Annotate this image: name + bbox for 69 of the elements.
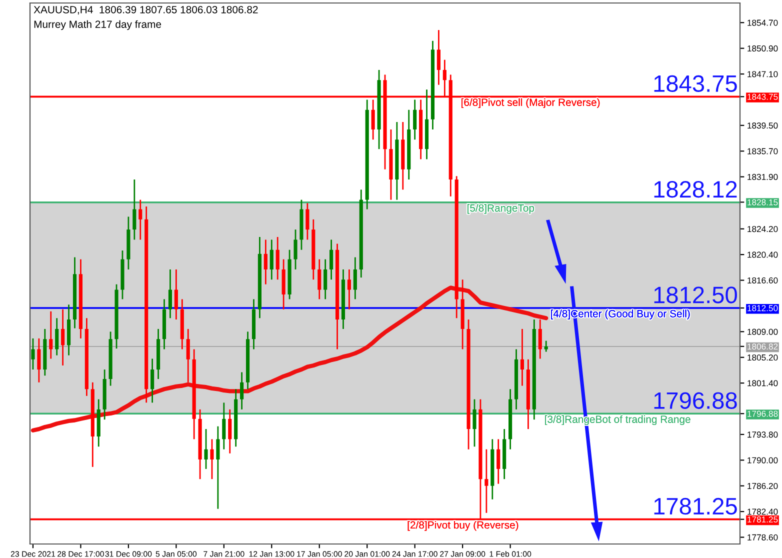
- chart-title: XAUUSD,H4 1806.39 1807.65 1806.03 1806.82: [34, 6, 258, 15]
- candlestick: [174, 268, 178, 320]
- candlestick: [186, 328, 190, 384]
- candlestick: [222, 402, 226, 450]
- candlestick: [520, 328, 524, 386]
- candlestick: [538, 318, 542, 360]
- candlestick: [353, 256, 357, 300]
- candlestick: [318, 258, 322, 300]
- y-tick-label: 1801.40: [748, 380, 778, 386]
- y-tick-label: 1786.20: [748, 482, 778, 490]
- candlestick: [436, 29, 440, 86]
- y-tick-label: 1812.50: [748, 305, 778, 312]
- y-tick-label: 1793.80: [748, 432, 778, 438]
- annotation: 1796.88: [654, 392, 737, 409]
- candlestick: [371, 99, 375, 140]
- candlestick: [484, 448, 488, 514]
- ref-line-label: [2/8]Pivot buy (Reverse): [408, 521, 518, 531]
- annotation: 1843.75: [654, 75, 737, 92]
- candlestick: [276, 236, 280, 280]
- candlestick: [55, 317, 59, 356]
- y-tick-label: 1835.70: [748, 148, 778, 154]
- candlestick: [168, 268, 172, 319]
- candlestick: [544, 340, 548, 352]
- y-tick-label: 1796.88: [748, 410, 778, 417]
- text: Murrey Math 217 day frame: [34, 20, 162, 30]
- candlestick: [306, 202, 310, 240]
- candlestick: [210, 438, 214, 480]
- candlestick: [216, 426, 220, 510]
- candlestick: [150, 358, 154, 404]
- candlestick: [330, 238, 334, 280]
- y-tick-label: 1854.70: [748, 20, 778, 26]
- candlestick: [413, 99, 417, 140]
- candlestick: [49, 310, 53, 360]
- candlestick: [61, 308, 65, 366]
- candlestick: [240, 372, 244, 410]
- candlestick: [496, 438, 500, 485]
- candlestick: [31, 338, 35, 370]
- candlestick: [324, 258, 328, 300]
- candlestick: [132, 178, 136, 240]
- y-tick-label: 1809.00: [748, 328, 778, 335]
- candlestick: [138, 199, 142, 240]
- y-tick-label: 1781.25: [748, 516, 778, 523]
- candlestick: [270, 238, 274, 280]
- y-tick-label: 1816.60: [748, 277, 778, 284]
- annotation: 1781.25: [654, 498, 737, 515]
- y-tick-label: 1805.20: [748, 354, 778, 361]
- y-tick-label: 1843.75: [748, 94, 778, 100]
- y-tick-label: 1839.50: [748, 122, 778, 129]
- candlestick: [204, 428, 208, 470]
- ref-line-label: [5/8]RangeTop: [467, 204, 534, 214]
- annotation: 1812.50: [654, 286, 737, 304]
- candlestick: [472, 398, 476, 448]
- candlestick: [347, 268, 351, 310]
- y-tick-label: 1820.40: [748, 252, 778, 258]
- y-tick-label: 1782.40: [748, 508, 778, 515]
- y-tick-label: 1828.15: [748, 199, 778, 206]
- y-tick-label: 1847.10: [748, 71, 778, 78]
- y-tick-label: 1824.20: [748, 226, 778, 232]
- candlestick: [294, 228, 298, 270]
- annotation: 1828.12: [654, 180, 737, 198]
- candlestick: [264, 238, 268, 286]
- y-tick-label: 1831.90: [748, 174, 778, 180]
- y-tick-label: 1850.90: [748, 45, 778, 52]
- candlestick: [37, 338, 41, 384]
- y-tick-label: 1778.60: [748, 534, 778, 540]
- y-tick-label: 1790.00: [748, 457, 778, 464]
- candlestick: [228, 408, 232, 454]
- ref-line-label: [6/8]Pivot sell (Major Reverse): [462, 98, 600, 108]
- y-tick-label: 1806.82: [748, 344, 778, 350]
